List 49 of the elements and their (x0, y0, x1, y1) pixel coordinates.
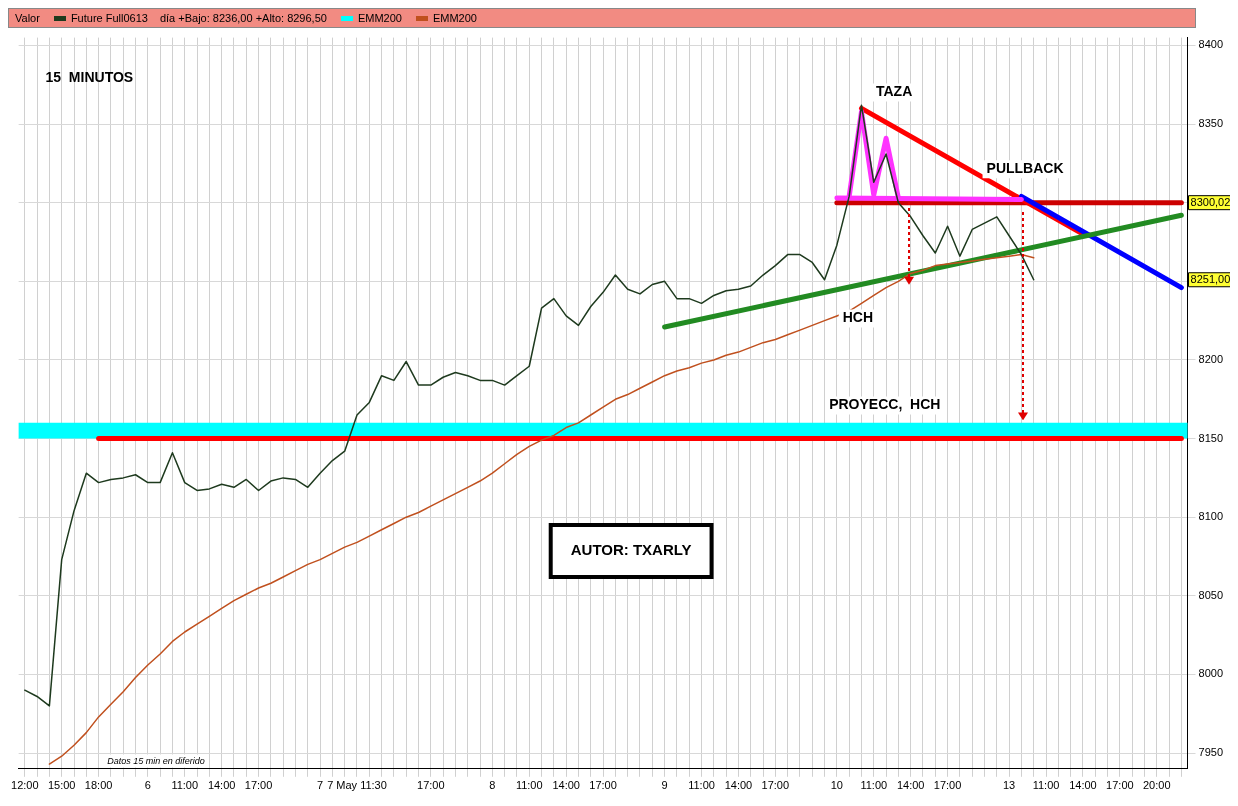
x-tick-label: 14:00 (207, 779, 236, 792)
annotation: 8251,00 (1190, 272, 1231, 285)
annotation: HCH (842, 309, 874, 326)
annotation: Datos 15 min en diferido (107, 755, 205, 766)
y-tick-label: 8050 (1198, 588, 1224, 601)
x-tick-label: 17:00 (417, 779, 445, 792)
x-tick-label: 11:00 (171, 779, 199, 792)
legend-label: EMM200 (432, 12, 477, 24)
x-tick-label: 10 (830, 779, 843, 792)
annotation: 8300,02 (1190, 195, 1231, 208)
x-tick-label: 14:00 (896, 779, 925, 792)
x-tick-label: 14:00 (724, 779, 753, 792)
x-tick-label: 18:00 (84, 779, 113, 792)
annotation: PULLBACK (986, 160, 1064, 177)
x-tick-label: 17:00 (589, 779, 617, 792)
x-tick-label: 7 (317, 779, 324, 792)
annotation: AUTOR: TXARLY (570, 541, 692, 559)
x-tick-label: 13 (1002, 779, 1016, 792)
x-tick-label: 20:00 (1143, 779, 1171, 792)
y-tick-label: 8350 (1198, 117, 1224, 130)
x-tick-label: 7 May 11:30 (327, 779, 387, 792)
annotation: PROYECC, HCH (829, 396, 941, 413)
annotation: TAZA (875, 83, 913, 100)
x-tick-label: 17:00 (244, 779, 273, 792)
y-tick-label: 8100 (1198, 510, 1224, 523)
legend-title: Valor (15, 12, 40, 24)
legend-label: Future Full0613 (70, 12, 148, 24)
x-tick-label: 11:00 (1032, 779, 1060, 792)
chart-subtitle: día +Bajo: 8236,00 +Alto: 8296,50 (159, 12, 327, 24)
y-tick-label: 7950 (1198, 746, 1224, 759)
x-tick-label: 8 (489, 779, 496, 792)
x-tick-label: 11:00 (860, 779, 888, 792)
x-tick-label: 17:00 (933, 779, 962, 792)
y-tick-label: 8000 (1198, 667, 1224, 680)
x-tick-label: 11:00 (515, 779, 543, 792)
x-tick-label: 9 (661, 779, 668, 792)
x-tick-label: 14:00 (552, 779, 580, 792)
y-tick-label: 8400 (1198, 38, 1224, 51)
x-tick-label: 11:00 (688, 779, 715, 792)
legend-label: EMM200 (357, 12, 402, 24)
x-tick-label: 6 (144, 779, 151, 792)
x-tick-label: 17:00 (1106, 779, 1134, 792)
y-tick-label: 8150 (1198, 431, 1224, 444)
annotation: 15 MINUTOS (45, 69, 134, 86)
x-tick-label: 17:00 (761, 779, 790, 792)
x-tick-label: 14:00 (1069, 779, 1097, 792)
y-tick-label: 8200 (1198, 352, 1224, 365)
x-tick-label: 12:00 (11, 779, 39, 792)
x-tick-label: 15:00 (47, 779, 76, 792)
